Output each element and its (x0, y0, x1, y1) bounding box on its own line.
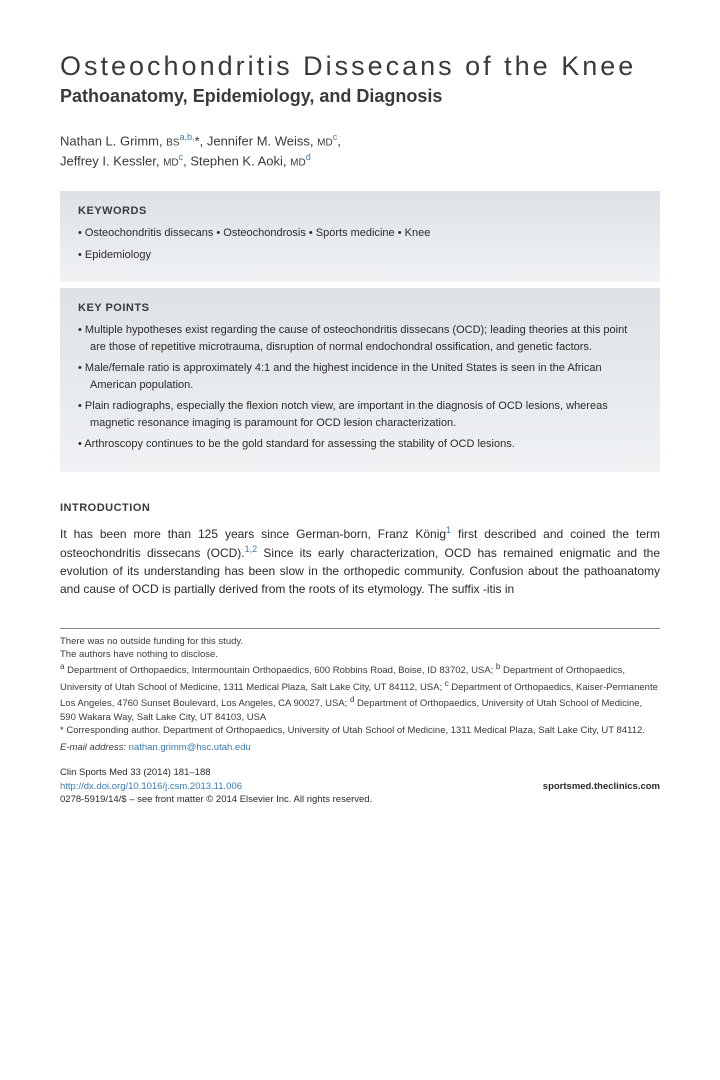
keypoints-heading: KEY POINTS (78, 302, 642, 314)
email-line: E-mail address: nathan.grimm@hsc.utah.ed… (60, 741, 660, 754)
journal-footer: Clin Sports Med 33 (2014) 181–188 http:/… (60, 766, 660, 806)
keywords-heading: KEYWORDS (78, 205, 642, 217)
corresponding-author: * Corresponding author. Department of Or… (60, 724, 660, 737)
footnotes-block: There was no outside funding for this st… (60, 628, 660, 755)
keypoints-box: KEY POINTS Multiple hypotheses exist reg… (60, 288, 660, 472)
keypoint-item: Plain radiographs, especially the flexio… (78, 398, 642, 431)
article-title: Osteochondritis Dissecans of the Knee (60, 50, 660, 82)
affiliations-text: a Department of Orthopaedics, Intermount… (60, 661, 660, 724)
article-subtitle: Pathoanatomy, Epidemiology, and Diagnosi… (60, 86, 660, 107)
disclosure-statement: The authors have nothing to disclose. (60, 648, 660, 661)
keypoint-item: Arthroscopy continues to be the gold sta… (78, 436, 642, 453)
copyright-text: 0278-5919/14/$ – see front matter © 2014… (60, 793, 660, 806)
keywords-list: Osteochondritis dissecans • Osteochondro… (78, 225, 642, 263)
keypoint-item: Multiple hypotheses exist regarding the … (78, 322, 642, 355)
keywords-box: KEYWORDS Osteochondritis dissecans • Ost… (60, 191, 660, 282)
journal-site: sportsmed.theclinics.com (543, 780, 660, 793)
keyword-item: Epidemiology (78, 247, 642, 264)
email-label: E-mail address: (60, 742, 126, 753)
keyword-item: Osteochondritis dissecans • Osteochondro… (78, 225, 642, 242)
introduction-heading: INTRODUCTION (60, 502, 660, 514)
authors-block: Nathan L. Grimm, BSa,b,*, Jennifer M. We… (60, 131, 660, 171)
intro-paragraph: It has been more than 125 years since Ge… (60, 524, 660, 598)
keypoint-item: Male/female ratio is approximately 4:1 a… (78, 360, 642, 393)
doi-link[interactable]: http://dx.doi.org/10.1016/j.csm.2013.11.… (60, 781, 242, 792)
email-link[interactable]: nathan.grimm@hsc.utah.edu (129, 742, 251, 753)
keypoints-list: Multiple hypotheses exist regarding the … (78, 322, 642, 453)
funding-statement: There was no outside funding for this st… (60, 635, 660, 648)
citation-text: Clin Sports Med 33 (2014) 181–188 (60, 767, 211, 778)
